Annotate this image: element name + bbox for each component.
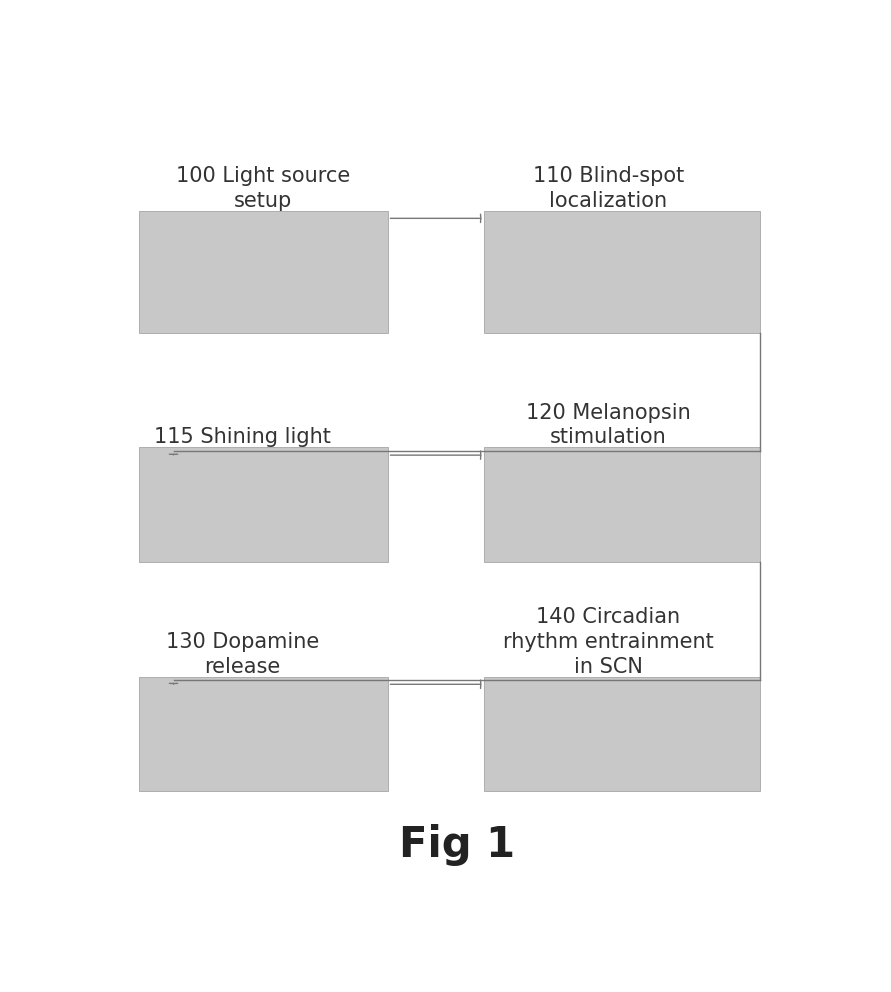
FancyBboxPatch shape <box>139 447 388 562</box>
Text: 140 Circadian
rhythm entrainment
in SCN: 140 Circadian rhythm entrainment in SCN <box>503 607 714 677</box>
Text: 100 Light source
setup: 100 Light source setup <box>176 166 350 210</box>
Text: 120 Melanopsin
stimulation: 120 Melanopsin stimulation <box>527 403 691 447</box>
FancyBboxPatch shape <box>485 677 761 792</box>
Text: 115 Shining light: 115 Shining light <box>154 428 331 447</box>
FancyBboxPatch shape <box>485 210 761 333</box>
Text: 110 Blind-spot
localization: 110 Blind-spot localization <box>533 166 684 210</box>
FancyBboxPatch shape <box>139 677 388 792</box>
FancyBboxPatch shape <box>485 447 761 562</box>
FancyBboxPatch shape <box>139 210 388 333</box>
Text: Fig 1: Fig 1 <box>398 823 515 866</box>
Text: 130 Dopamine
release: 130 Dopamine release <box>166 632 319 677</box>
